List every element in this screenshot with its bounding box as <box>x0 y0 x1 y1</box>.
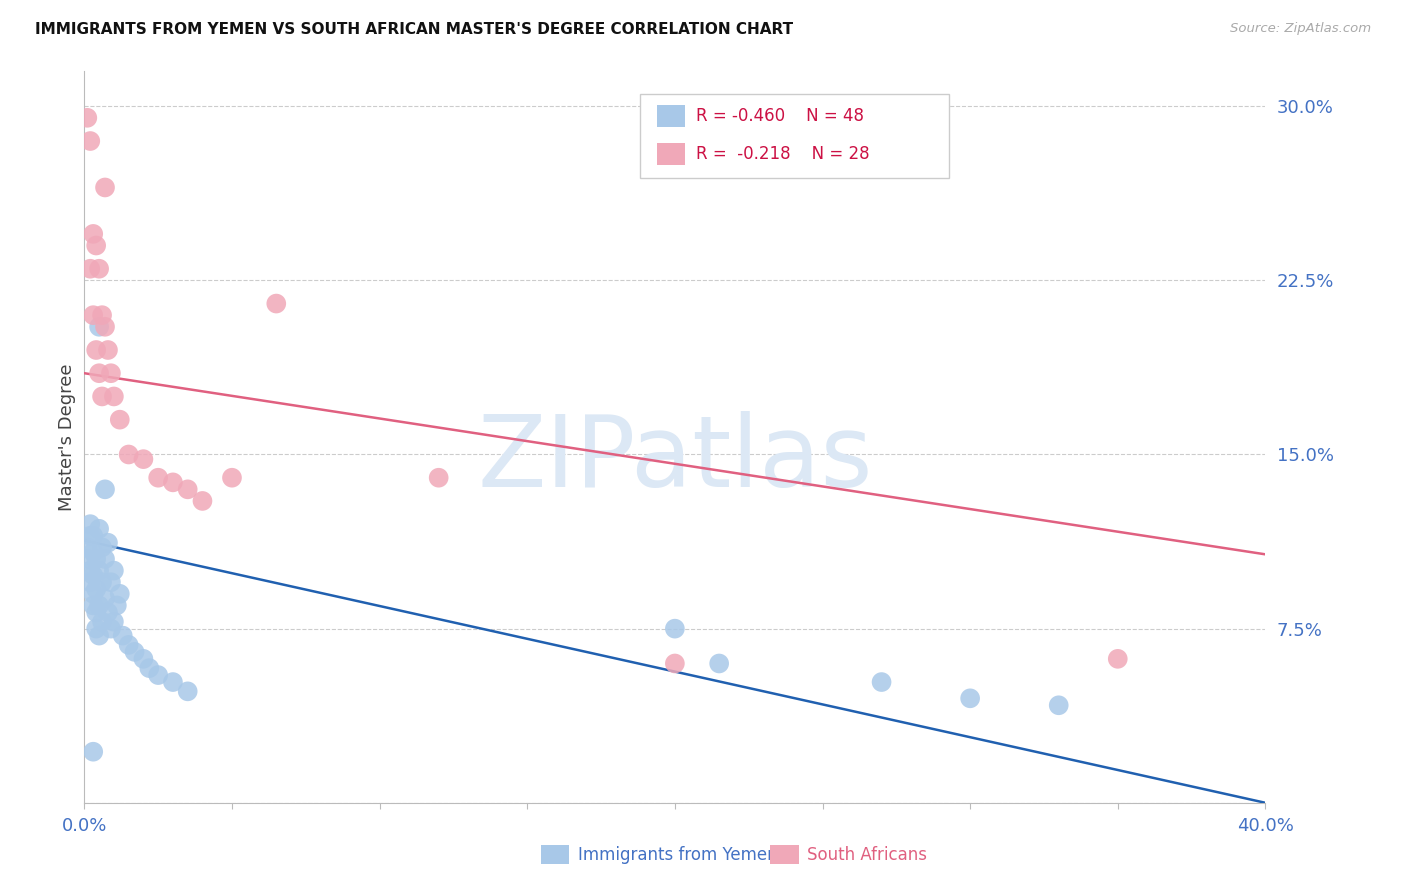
Point <box>100 622 122 636</box>
Y-axis label: Master's Degree: Master's Degree <box>58 363 76 511</box>
Point <box>87 261 111 276</box>
Point <box>87 629 111 643</box>
Point <box>91 575 114 590</box>
Text: R =  -0.218    N = 28: R = -0.218 N = 28 <box>696 145 869 163</box>
Point <box>84 343 107 357</box>
Point <box>82 308 104 322</box>
Point <box>87 564 111 578</box>
Point <box>97 535 120 549</box>
Point <box>132 652 155 666</box>
Point <box>664 622 686 636</box>
Point <box>138 661 160 675</box>
Point <box>76 541 98 555</box>
Point <box>94 319 117 334</box>
Point <box>87 522 111 536</box>
Point <box>162 675 184 690</box>
Point <box>870 675 893 690</box>
Point <box>162 475 184 490</box>
Text: Source: ZipAtlas.com: Source: ZipAtlas.com <box>1230 22 1371 36</box>
Point <box>100 575 122 590</box>
Point <box>94 483 117 497</box>
Point <box>87 599 111 613</box>
Point <box>82 745 104 759</box>
Point <box>94 552 117 566</box>
Point <box>79 261 101 276</box>
Point <box>82 568 104 582</box>
Point <box>84 582 107 597</box>
Point <box>148 668 170 682</box>
Point <box>91 541 114 555</box>
Point <box>76 111 98 125</box>
Point <box>108 587 131 601</box>
Point <box>124 645 146 659</box>
Point <box>103 389 125 403</box>
Point <box>82 545 104 559</box>
Point <box>103 615 125 629</box>
Point <box>1047 698 1070 713</box>
Point <box>105 599 128 613</box>
Text: R = -0.460    N = 48: R = -0.460 N = 48 <box>696 107 863 125</box>
Point <box>191 494 214 508</box>
Point <box>97 343 120 357</box>
Text: Immigrants from Yemen: Immigrants from Yemen <box>578 846 778 863</box>
Point <box>79 517 101 532</box>
Point <box>94 591 117 606</box>
Point <box>79 134 101 148</box>
Point <box>264 296 288 310</box>
Point <box>79 529 101 543</box>
Point <box>82 599 104 613</box>
Point <box>103 564 125 578</box>
Point <box>82 529 104 543</box>
Point <box>100 366 122 380</box>
Text: IMMIGRANTS FROM YEMEN VS SOUTH AFRICAN MASTER'S DEGREE CORRELATION CHART: IMMIGRANTS FROM YEMEN VS SOUTH AFRICAN M… <box>35 22 793 37</box>
Point <box>108 412 131 426</box>
Point <box>76 552 98 566</box>
Point <box>709 657 731 671</box>
Point <box>84 622 107 636</box>
Point <box>427 471 450 485</box>
Point <box>118 448 141 462</box>
Point <box>82 587 104 601</box>
Point <box>221 471 243 485</box>
Point <box>97 606 120 620</box>
Point <box>664 657 686 671</box>
Point <box>959 691 981 706</box>
Point <box>148 471 170 485</box>
Point <box>87 319 111 334</box>
Point <box>84 606 107 620</box>
Point <box>1107 652 1129 666</box>
Point <box>91 308 114 322</box>
Text: ZIPatlas: ZIPatlas <box>477 410 873 508</box>
Point <box>132 452 155 467</box>
Point <box>84 552 107 566</box>
Point <box>82 227 104 241</box>
Point <box>79 575 101 590</box>
Text: South Africans: South Africans <box>807 846 927 863</box>
Point <box>177 684 200 698</box>
Point <box>94 180 117 194</box>
Point <box>177 483 200 497</box>
Point <box>118 638 141 652</box>
Point <box>111 629 134 643</box>
Point <box>91 389 114 403</box>
Point <box>84 238 107 252</box>
Point <box>91 615 114 629</box>
Point <box>79 564 101 578</box>
Point <box>87 366 111 380</box>
